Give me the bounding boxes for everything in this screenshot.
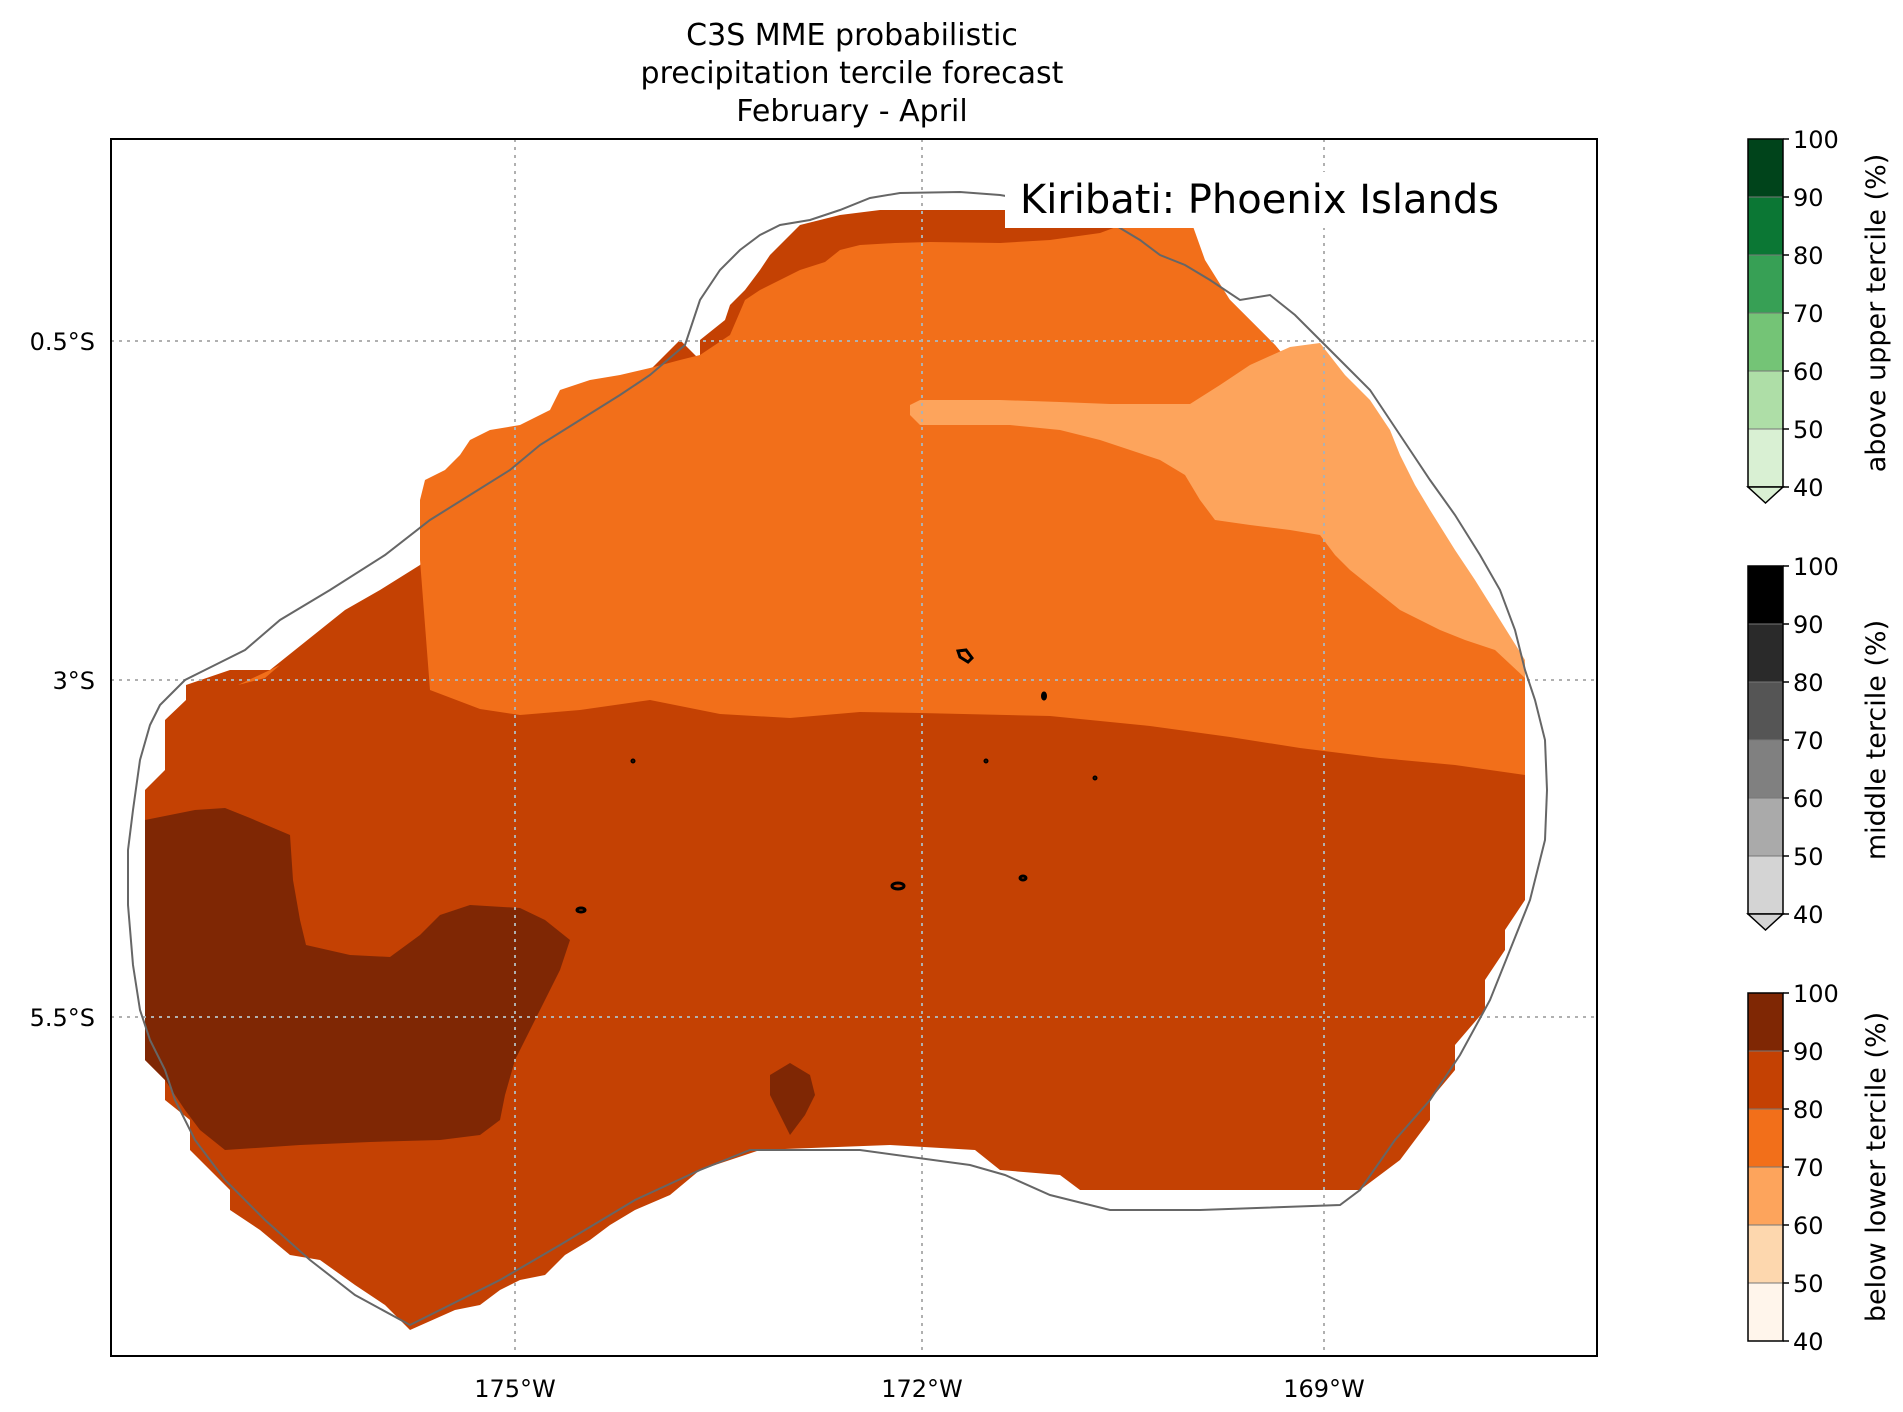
island-marker: [955, 648, 974, 664]
colorbar-tick-label: 100: [1793, 553, 1839, 581]
forecast-zone-90-100-west: [145, 808, 570, 1150]
colorbar-tick-label: 50: [1793, 1270, 1824, 1298]
region-label-box: [1005, 172, 1528, 228]
lat-tick-label: 0.5°S: [30, 328, 95, 356]
colorbar-segment: [1747, 992, 1784, 1052]
colorbar-segment: [1747, 1108, 1784, 1168]
forecast-zone-60-70: [910, 343, 1525, 678]
colorbar-segment: [1747, 1166, 1784, 1226]
colorbar-tick-label: 50: [1793, 843, 1824, 871]
colorbar-segment: [1747, 1282, 1784, 1342]
island-marker: [1092, 775, 1098, 781]
island-marker: [1018, 874, 1028, 882]
colorbar-tick-label: 70: [1793, 727, 1824, 755]
island-marker: [630, 758, 636, 764]
colorbar-segment: [1747, 312, 1784, 372]
forecast-zone-70-80: [238, 190, 1525, 775]
lat-tick-label: 5.5°S: [30, 1004, 95, 1032]
colorbar-tick-label: 60: [1793, 358, 1824, 386]
region-label: Kiribati: Phoenix Islands: [1020, 177, 1499, 223]
colorbar-segment: [1747, 1050, 1784, 1110]
colorbar-segment: [1747, 623, 1784, 683]
islands: [575, 648, 1098, 914]
lon-tick-labels: 175°W 172°W 169°W: [474, 1375, 1365, 1403]
colorbar-tick-label: 90: [1793, 1038, 1824, 1066]
lon-tick-label: 175°W: [474, 1375, 556, 1403]
colorbar-tick-label: 100: [1793, 980, 1839, 1008]
colorbar-tick-label: 100: [1793, 126, 1839, 154]
forecast-zone-90-100-south: [770, 1063, 815, 1135]
colorbar: 100 90 80 70 60 50 40 middle tercile (%): [1746, 553, 1892, 932]
map-panel: Kiribati: Phoenix Islands: [110, 138, 1598, 1357]
colorbar-tick-label: 50: [1793, 416, 1824, 444]
colorbar-segment: [1747, 681, 1784, 741]
colorbar-tick-label: 60: [1793, 785, 1824, 813]
colorbar-tick-label: 80: [1793, 669, 1824, 697]
colorbar-segment: [1747, 138, 1784, 198]
colorbar-segment: [1747, 196, 1784, 256]
figure-title: C3S MME probabilistic precipitation terc…: [641, 18, 1064, 129]
colorbar-segment: [1747, 565, 1784, 625]
colorbar-segment: [1747, 1224, 1784, 1284]
colorbar-tick-label: 70: [1793, 1154, 1824, 1182]
title-line-3: February - April: [736, 94, 967, 129]
colorbar-segment: [1747, 370, 1784, 430]
colorbar-segment: [1747, 797, 1784, 857]
island-marker: [575, 906, 587, 914]
title-line-1: C3S MME probabilistic: [686, 18, 1018, 53]
title-line-2: precipitation tercile forecast: [641, 56, 1064, 91]
colorbar-tick-label: 40: [1793, 1328, 1824, 1356]
colorbar-tick-label: 80: [1793, 1096, 1824, 1124]
colorbar-segment: [1747, 428, 1784, 488]
colorbar-segment: [1747, 855, 1784, 915]
map-frame: [110, 138, 1598, 1357]
colorbar-label: middle tercile (%): [1861, 620, 1892, 860]
colorbar: 100 90 80 70 60 50 40 below lower tercile (%): [1747, 980, 1892, 1356]
colorbar-extend-triangle: [1746, 486, 1785, 505]
lat-tick-label: 3°S: [52, 667, 95, 695]
colorbar-segment: [1747, 739, 1784, 799]
island-marker: [1041, 691, 1047, 701]
colorbar-label: above upper tercile (%): [1861, 154, 1892, 473]
lat-tick-labels: 0.5°S 3°S 5.5°S: [30, 328, 95, 1032]
colorbar-extend-triangle: [1746, 913, 1785, 932]
lon-tick-label: 169°W: [1283, 1375, 1365, 1403]
colorbar-tick-label: 40: [1793, 901, 1824, 929]
colorbar-tick-label: 70: [1793, 300, 1824, 328]
colorbar-tick-label: 40: [1793, 474, 1824, 502]
colorbar-label: below lower tercile (%): [1861, 1012, 1892, 1322]
colorbar-tick-label: 90: [1793, 184, 1824, 212]
colorbar-tick-label: 90: [1793, 611, 1824, 639]
colorbar: 100 90 80 70 60 50 40 above upper tercile (%): [1746, 126, 1892, 505]
island-marker: [983, 758, 989, 764]
colorbar-tick-label: 80: [1793, 242, 1824, 270]
gridlines: [111, 139, 1597, 1356]
region-outline: [127, 190, 1549, 1327]
colorbar-segment: [1747, 254, 1784, 314]
colorbar-tick-label: 60: [1793, 1212, 1824, 1240]
island-marker: [890, 881, 906, 891]
lon-tick-label: 172°W: [881, 1375, 963, 1403]
